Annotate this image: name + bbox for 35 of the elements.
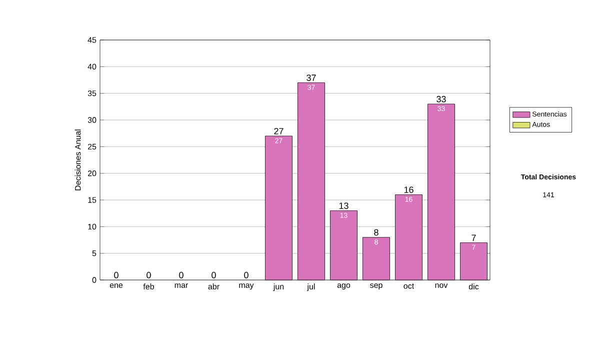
x-tick-label: ago xyxy=(337,284,350,290)
total-label: 0 xyxy=(212,272,216,278)
x-tick-label: mar xyxy=(174,284,188,288)
total-label: 0 xyxy=(146,272,151,278)
total-label: 33 xyxy=(436,96,446,102)
total-label: 0 xyxy=(114,272,118,278)
x-tick-label: feb xyxy=(143,284,154,290)
x-tick-label: nov xyxy=(435,284,448,288)
total-label: 8 xyxy=(374,229,378,236)
y-axis-title: Decisiones Anual xyxy=(74,130,81,190)
y-tick-label: 15 xyxy=(88,197,96,203)
y-tick-label: 40 xyxy=(88,64,96,70)
y-tick-label: 25 xyxy=(88,144,96,150)
total-label: 0 xyxy=(244,272,248,278)
x-tick-label: jul xyxy=(307,284,315,291)
y-tick-label: 35 xyxy=(88,90,96,96)
total-label: 37 xyxy=(306,74,316,81)
x-tick-label: may xyxy=(239,284,254,290)
total-label: 16 xyxy=(404,186,414,193)
y-tick-label: 30 xyxy=(88,117,96,123)
y-tick-label: 5 xyxy=(92,250,96,256)
total-label: 27 xyxy=(274,128,284,134)
x-tick-label: abr xyxy=(208,284,220,290)
x-tick-label: oct xyxy=(404,284,414,289)
total-label: 13 xyxy=(339,202,348,209)
total-label: 7 xyxy=(472,234,476,241)
x-tick-label: ene xyxy=(110,284,123,288)
x-tick-label: sep xyxy=(370,284,382,290)
y-tick-label: 10 xyxy=(88,224,96,230)
y-tick-label: 45 xyxy=(88,37,96,43)
y-tick-label: 0 xyxy=(92,277,96,283)
total-label: 0 xyxy=(179,272,184,278)
y-tick-label: 20 xyxy=(88,170,96,176)
x-tick-label: jun xyxy=(273,284,284,291)
x-tick-label: dic xyxy=(468,284,479,290)
